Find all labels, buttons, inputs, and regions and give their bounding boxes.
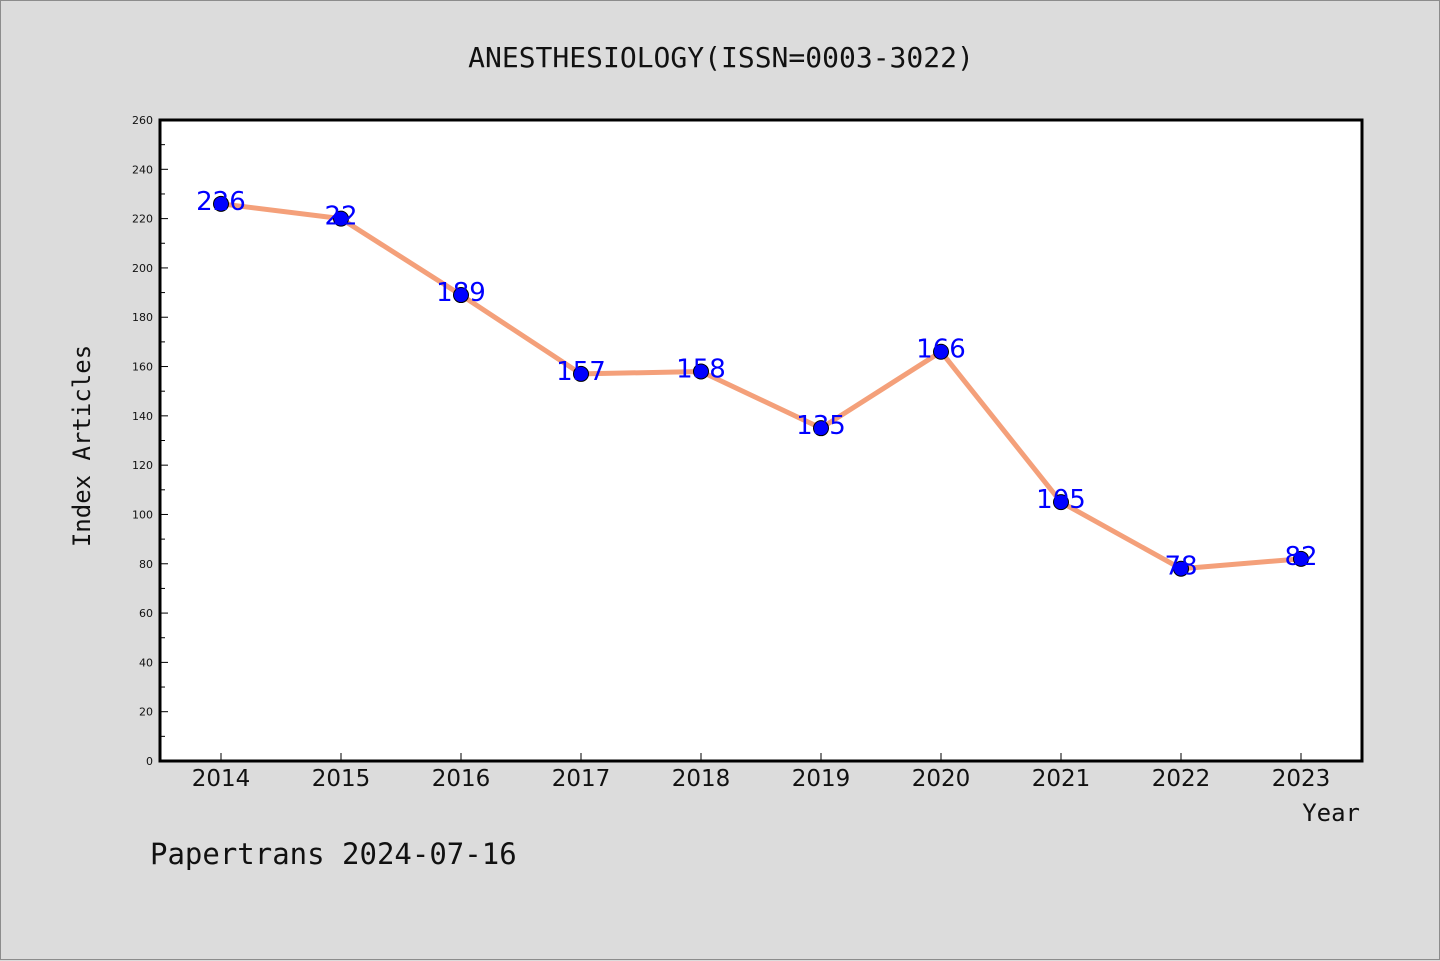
data-point [1053, 494, 1069, 511]
series-line [218, 201, 1304, 572]
y-tick-label: 80 [139, 558, 153, 571]
data-point [1293, 550, 1309, 567]
x-tick-label: 2018 [672, 766, 731, 792]
x-tick-label: 2023 [1272, 766, 1331, 792]
plot-area [158, 118, 1364, 763]
y-tick-label: 60 [139, 607, 153, 620]
x-axis-label: Year [1302, 799, 1360, 827]
chart-title: ANESTHESIOLOGY(ISSN=0003-3022) [468, 41, 974, 74]
y-axis: 0 20 40 60 80 100 120 140 160 180 200 220 240 260 [132, 114, 168, 768]
data-point [573, 365, 589, 382]
data-point [213, 195, 229, 212]
x-tick-label: 2022 [1152, 766, 1211, 792]
data-label: 105 [1036, 485, 1086, 515]
x-tick-label: 2016 [432, 766, 491, 792]
x-tick-label: 2017 [552, 766, 611, 792]
x-tick-label: 2021 [1032, 766, 1091, 792]
data-label: 189 [436, 278, 486, 308]
y-tick-label: 200 [132, 262, 153, 275]
data-point [333, 210, 349, 227]
data-point [1173, 560, 1189, 577]
y-tick-label: 260 [132, 114, 153, 127]
data-point [453, 287, 469, 304]
y-tick-label: 240 [132, 163, 153, 176]
y-tick-label: 40 [139, 656, 153, 669]
x-tick-label: 2015 [312, 766, 371, 792]
data-label: 78 [1164, 552, 1197, 582]
x-tick-label: 2020 [912, 766, 971, 792]
y-tick-label: 120 [132, 459, 153, 472]
x-tick-label: 2019 [792, 766, 851, 792]
data-label: 226 [196, 187, 246, 217]
y-tick-label: 100 [132, 508, 153, 521]
y-tick-label: 20 [139, 706, 153, 719]
y-tick-label: 0 [146, 755, 153, 768]
y-axis-label: Index Articles [68, 345, 96, 547]
data-label: 135 [796, 411, 846, 441]
data-point [933, 343, 949, 360]
data-label: 82 [1284, 542, 1317, 572]
x-axis: 2014 2015 2016 2017 2018 2019 2020 2021 2022 2023 [192, 753, 1331, 792]
data-point [813, 420, 829, 437]
y-tick-label: 160 [132, 361, 153, 374]
y-tick-label: 140 [132, 410, 153, 423]
series-group: 226 22 189 157 158 135 166 105 78 82 [196, 187, 1317, 582]
y-tick-label: 180 [132, 311, 153, 324]
data-label: 22 [324, 202, 357, 232]
y-tick-label: 220 [132, 213, 153, 226]
data-point [693, 363, 709, 380]
x-tick-label: 2014 [192, 766, 251, 792]
data-label: 166 [916, 335, 966, 365]
data-label: 157 [556, 357, 606, 387]
data-label: 158 [676, 354, 726, 384]
footer-text: Papertrans 2024-07-16 [150, 837, 517, 871]
